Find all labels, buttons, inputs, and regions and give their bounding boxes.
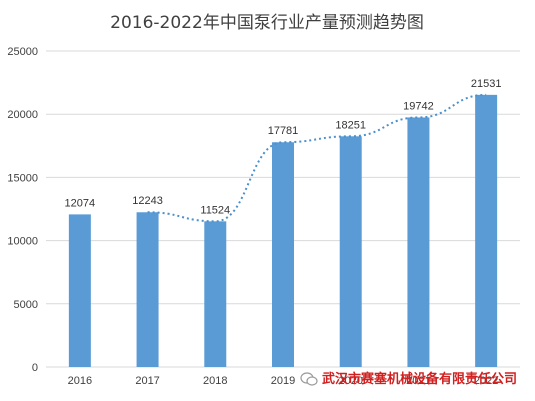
x-axis: 2016 2017 2018 2019 2020 2021 2022 xyxy=(68,375,499,387)
trend-line xyxy=(147,93,487,223)
y-tick-label: 15000 xyxy=(7,172,38,184)
y-tick-label: 5000 xyxy=(14,299,38,311)
x-tick-label: 2022 xyxy=(474,375,498,387)
data-label: 11524 xyxy=(200,204,230,216)
y-tick-label: 0 xyxy=(32,362,38,374)
bar xyxy=(136,212,159,367)
data-label: 12243 xyxy=(132,195,163,207)
x-tick-label: 2019 xyxy=(271,375,295,387)
bar xyxy=(204,221,227,367)
x-tick-label: 2021 xyxy=(406,375,430,387)
bar xyxy=(475,94,498,368)
bar xyxy=(68,214,91,367)
data-label: 19742 xyxy=(403,100,434,112)
x-tick-label: 2016 xyxy=(68,375,92,387)
data-label: 18251 xyxy=(335,119,366,131)
data-label: 12074 xyxy=(65,197,96,209)
y-tick-label: 10000 xyxy=(7,236,38,248)
chart-title: 2016-2022年中国泵行业产量预测趋势图 xyxy=(110,13,424,33)
watermark: 武汉市赛塞机械设备有限责任公司 xyxy=(300,371,517,387)
x-tick-label: 2017 xyxy=(135,375,159,387)
bar xyxy=(272,142,294,367)
data-label: 21531 xyxy=(471,78,502,90)
watermark-text: 武汉市赛塞机械设备有限责任公司 xyxy=(322,371,517,387)
y-axis: 0 5000 10000 15000 20000 25000 xyxy=(7,46,38,374)
data-label: 17781 xyxy=(268,125,299,137)
bar xyxy=(407,117,430,367)
trendline xyxy=(147,93,487,223)
wechat-icon xyxy=(300,372,318,386)
y-tick-label: 25000 xyxy=(7,46,38,58)
bars xyxy=(68,94,498,368)
x-tick-label: 2020 xyxy=(338,375,362,387)
x-tick-label: 2018 xyxy=(203,375,227,387)
bar xyxy=(339,136,362,367)
data-labels: 12074 12243 11524 17781 18251 19742 21531 xyxy=(65,78,502,216)
y-tick-label: 20000 xyxy=(7,109,38,121)
